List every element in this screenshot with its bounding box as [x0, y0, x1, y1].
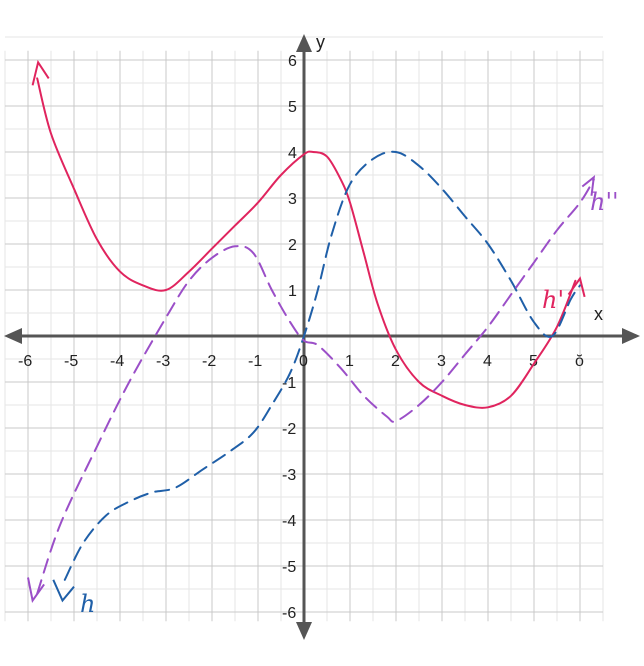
x-tick-label: 2 — [391, 353, 400, 370]
series-h-prime-curve — [36, 77, 577, 409]
y-tick-label: 1 — [288, 283, 297, 300]
x-tick-label: -1 — [248, 353, 262, 370]
h-double-prime-curve-label: h'' — [590, 188, 619, 216]
h-double-prime-arrowhead-icon — [581, 174, 596, 196]
h-prime-arrowhead-icon — [31, 59, 50, 86]
x-tick-label: 5 — [529, 353, 538, 370]
x-tick-label: -6 — [18, 353, 32, 370]
x-tick-label: 4 — [483, 353, 492, 370]
x-axis-right-arrow-icon — [622, 328, 640, 344]
x-tick-label: 1 — [345, 353, 354, 370]
y-axis-up-arrow-icon — [296, 34, 312, 52]
y-tick-label: 5 — [288, 99, 297, 116]
y-tick-label: 2 — [288, 237, 297, 254]
x-tick-label: -2 — [202, 353, 216, 370]
y-tick-label: 6 — [288, 53, 297, 70]
x-axis-label: x — [594, 304, 603, 324]
h-prime-curve-label: h' — [542, 286, 564, 314]
y-tick-label: -5 — [282, 559, 296, 576]
h-arrowhead-icon — [52, 579, 75, 603]
h-prime-arrowhead-icon — [567, 276, 586, 298]
x-axis-left-arrow-icon — [4, 328, 22, 344]
x-tick-label: 0 — [299, 353, 308, 370]
series-h-double-prime-curve — [36, 178, 595, 595]
x-tick-label: -3 — [156, 353, 170, 370]
y-tick-label: 4 — [288, 145, 297, 162]
h-double-prime-arrowhead-icon — [27, 577, 45, 603]
y-tick-label: -1 — [282, 375, 296, 392]
y-axis-label: y — [316, 32, 325, 52]
y-tick-label: -3 — [282, 467, 296, 484]
x-tick-label: 3 — [437, 353, 446, 370]
x-tick-label: -4 — [110, 353, 124, 370]
y-tick-label: -6 — [282, 605, 296, 622]
y-tick-label: 3 — [288, 191, 297, 208]
h-curve-label: h — [80, 590, 95, 618]
x-tick-label: -5 — [64, 353, 78, 370]
y-axis-down-arrow-icon — [296, 622, 312, 640]
x-tick-label: ŏ — [575, 353, 584, 370]
y-tick-label: -4 — [282, 513, 296, 530]
series-h-curve — [63, 150, 581, 581]
y-tick-label: -2 — [282, 421, 296, 438]
